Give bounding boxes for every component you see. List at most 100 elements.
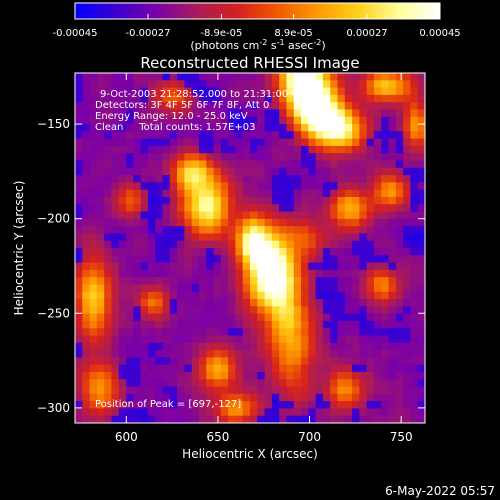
heatmap-cell: [220, 255, 229, 264]
heatmap-cell: [140, 393, 149, 402]
heatmap-cell: [126, 248, 134, 256]
heatmap-cell: [228, 342, 237, 351]
heatmap-cell: [352, 262, 360, 271]
heatmap-cell: [257, 116, 266, 125]
heatmap-cell: [308, 94, 317, 103]
heatmap-cell: [118, 211, 127, 220]
heatmap-cell: [330, 408, 339, 417]
heatmap-cell: [410, 313, 419, 322]
heatmap-cell: [242, 167, 251, 176]
heatmap-cell: [111, 204, 120, 213]
heatmap-cell: [155, 248, 164, 256]
heatmap-cell: [337, 73, 346, 81]
heatmap-cell: [155, 73, 164, 81]
heatmap-cell: [82, 401, 91, 410]
heatmap-cell: [133, 160, 142, 169]
heatmap-cell: [315, 131, 324, 140]
heatmap-cell: [279, 364, 288, 373]
heatmap-cell: [322, 379, 331, 388]
heatmap-cell: [293, 357, 302, 366]
heatmap-cell: [184, 291, 193, 300]
heatmap-cell: [213, 408, 222, 417]
heatmap-cell: [75, 182, 83, 191]
heatmap-cell: [147, 153, 156, 162]
heatmap-cell: [301, 189, 309, 198]
heatmap-cell: [417, 204, 425, 213]
heatmap-cell: [417, 153, 425, 162]
heatmap-cell: [271, 138, 280, 147]
heatmap-cell: [89, 299, 98, 307]
heatmap-cell: [89, 204, 98, 213]
heatmap-cell: [169, 320, 178, 329]
heatmap-cell: [315, 211, 324, 220]
heatmap-cell: [104, 175, 113, 183]
heatmap-cell: [279, 357, 288, 366]
heatmap-cell: [373, 335, 382, 344]
heatmap-cell: [417, 248, 425, 256]
heatmap-cell: [140, 160, 149, 169]
heatmap-cell: [198, 371, 207, 380]
heatmap-cell: [352, 379, 360, 388]
heatmap-cell: [330, 364, 339, 373]
heatmap-cell: [301, 320, 309, 329]
heatmap-cell: [184, 350, 193, 358]
axis-ticks: 600 650 700 750−150−200−250−300: [37, 73, 425, 444]
heatmap-cell: [96, 124, 105, 132]
heatmap-cell: [366, 320, 375, 329]
heatmap-cell: [213, 80, 222, 89]
heatmap-cell: [366, 262, 375, 271]
heatmap-cell: [118, 371, 127, 380]
heatmap-cell: [264, 160, 273, 169]
heatmap-cell: [395, 335, 404, 344]
y-tick-label: −200: [37, 212, 70, 226]
heatmap-cell: [104, 393, 113, 402]
heatmap-cell: [315, 87, 324, 96]
heatmap-cell: [140, 153, 149, 162]
heatmap-cell: [82, 167, 91, 176]
heatmap-cell: [301, 109, 309, 118]
heatmap-cell: [198, 277, 207, 286]
heatmap-cell: [264, 415, 273, 423]
heatmap-cell: [118, 350, 127, 358]
heatmap-cell: [177, 167, 185, 176]
heatmap-cell: [75, 350, 83, 358]
heatmap-cell: [359, 138, 368, 147]
heatmap-cell: [271, 350, 280, 358]
heatmap-cell: [89, 415, 98, 423]
heatmap-cell: [286, 94, 295, 103]
heatmap-cell: [126, 80, 134, 89]
heatmap-cell: [381, 335, 390, 344]
heatmap-cell: [352, 233, 360, 242]
heatmap-cell: [381, 379, 390, 388]
heatmap-cell: [322, 124, 331, 132]
heatmap-cell: [257, 313, 266, 322]
heatmap-cell: [242, 401, 251, 410]
heatmap-cell: [403, 248, 412, 256]
heatmap-cell: [89, 182, 98, 191]
heatmap-cell: [366, 116, 375, 125]
heatmap-cell: [322, 408, 331, 417]
heatmap-cell: [198, 379, 207, 388]
heatmap-cell: [75, 80, 83, 89]
heatmap-cell: [177, 116, 185, 125]
heatmap-cell: [75, 299, 83, 307]
heatmap-cell: [359, 415, 368, 423]
heatmap-cell: [395, 415, 404, 423]
heatmap-cell: [228, 138, 237, 147]
heatmap-cell: [89, 116, 98, 125]
heatmap-cell: [337, 80, 346, 89]
heatmap-cell: [403, 218, 412, 227]
heatmap-cell: [147, 379, 156, 388]
heatmap-cell: [75, 87, 83, 96]
heatmap-cell: [301, 291, 309, 300]
heatmap-cell: [198, 189, 207, 198]
heatmap-cell: [352, 116, 360, 125]
heatmap-cell: [330, 233, 339, 242]
heatmap-cell: [301, 175, 309, 183]
heatmap-cell: [308, 277, 317, 286]
heatmap-cell: [271, 415, 280, 423]
heatmap-cell: [359, 357, 368, 366]
heatmap-cell: [308, 291, 317, 300]
heatmap-cell: [395, 211, 404, 220]
